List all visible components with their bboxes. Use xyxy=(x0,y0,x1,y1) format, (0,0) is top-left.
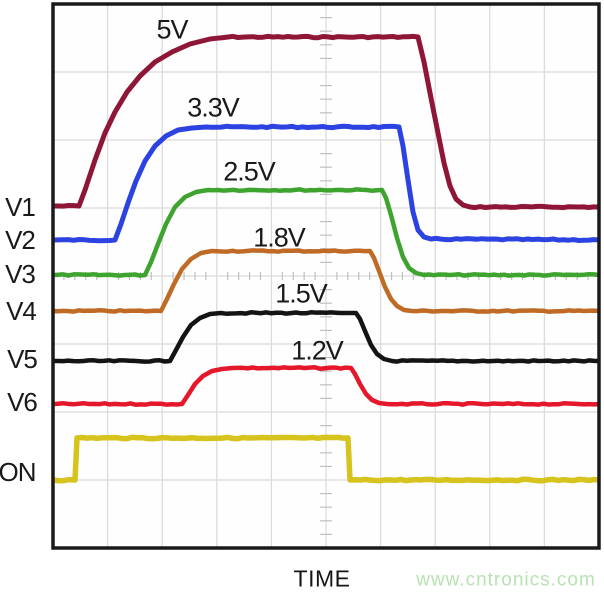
waveform-v1 xyxy=(54,33,598,211)
voltage-annotation-v6: 1.2V xyxy=(291,335,344,366)
waveform-v3 xyxy=(54,187,598,278)
voltage-annotation-v2: 3.3V xyxy=(187,92,240,123)
waveform-on xyxy=(54,434,598,484)
rail-label-v5: V5 xyxy=(7,344,38,374)
rail-label-v6: V6 xyxy=(7,387,38,417)
rail-label-v1: V1 xyxy=(5,192,36,222)
waveform-v4 xyxy=(54,248,598,314)
waveform-v2 xyxy=(54,123,598,244)
rail-label-v4: V4 xyxy=(6,296,37,326)
time-axis-label: TIME xyxy=(293,565,351,592)
watermark-text: www.cntronics.com xyxy=(416,569,596,591)
voltage-annotation-v5: 1.5V xyxy=(275,278,328,309)
voltage-annotation-v4: 1.8V xyxy=(253,222,306,253)
rail-label-v3: V3 xyxy=(5,259,36,289)
voltage-annotation-v1: 5V xyxy=(156,14,188,45)
rail-label-on: ON xyxy=(0,457,37,487)
rail-label-v2: V2 xyxy=(5,225,36,255)
waveform-v6 xyxy=(54,365,598,407)
waveform-v5 xyxy=(54,310,598,364)
voltage-annotation-v3: 2.5V xyxy=(223,156,276,187)
